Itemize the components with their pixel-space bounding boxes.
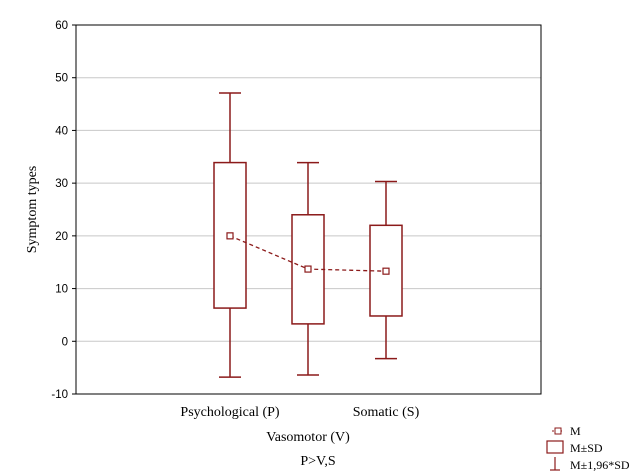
y-tick-label: 40 bbox=[55, 125, 68, 137]
legend-label: M±1,96*SD bbox=[570, 458, 630, 472]
legend-item-sd: M±SD bbox=[546, 440, 603, 455]
y-tick-label: 10 bbox=[55, 284, 68, 296]
legend-item-mean: M bbox=[552, 424, 581, 438]
y-tick-label: 20 bbox=[55, 231, 68, 243]
x-category-label: Vasomotor (V) bbox=[266, 430, 350, 445]
mean-point bbox=[382, 267, 390, 275]
x-axis-categories: Psychological (P) Vasomotor (V)Somatic (S… bbox=[180, 405, 419, 445]
comparison-note: P>V,S bbox=[300, 454, 335, 469]
mean-point bbox=[304, 265, 312, 273]
box-series bbox=[213, 92, 403, 378]
plot-area bbox=[75, 24, 542, 395]
y-tick-label: 0 bbox=[62, 336, 68, 348]
y-tick-label: 50 bbox=[55, 73, 68, 85]
y-axis: -10 0 10 20 30 40 50 60 bbox=[51, 20, 76, 401]
legend-label: M±SD bbox=[570, 441, 603, 455]
y-tick-label: -10 bbox=[51, 389, 68, 401]
legend: M M±SD M±1,96*SD bbox=[546, 424, 630, 472]
mean-point bbox=[226, 232, 234, 240]
legend-box-marker bbox=[546, 440, 564, 454]
y-axis-label: Symptom types bbox=[25, 166, 40, 254]
y-tick-label: 30 bbox=[55, 178, 68, 190]
legend-label: M bbox=[570, 424, 581, 438]
mean-line bbox=[226, 232, 390, 275]
y-tick-label: 60 bbox=[55, 20, 68, 32]
x-category-label: Psychological (P) bbox=[180, 405, 279, 420]
legend-item-ci: M±1,96*SD bbox=[550, 457, 630, 472]
legend-mean-marker bbox=[554, 427, 562, 435]
x-category-label: Somatic (S) bbox=[353, 405, 420, 420]
